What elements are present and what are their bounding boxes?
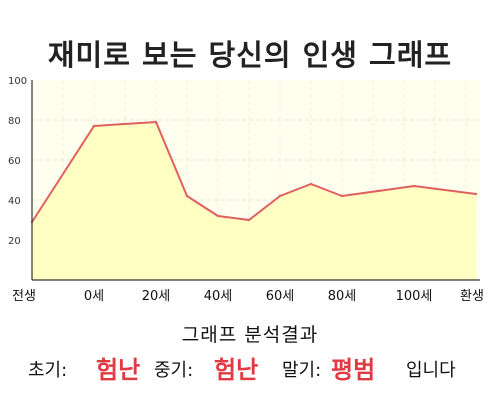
data-point-10 (474, 192, 478, 196)
late-label: 말기: (282, 360, 322, 381)
result-summary: 초기: 험난 중기: 험난 말기: 평범 입니다 (0, 350, 500, 384)
x-tick-label: 20세 (142, 289, 171, 304)
y-tick-label: 20 (8, 236, 21, 247)
y-tick-label: 60 (8, 156, 21, 167)
x-axis-ticks: 전생 0세 20세 40세 60세 80세 100세 환생 (12, 289, 484, 304)
y-tick-label: 100 (8, 76, 27, 87)
x-tick-label: 100세 (396, 289, 433, 304)
x-tick-label: 환생 (460, 289, 484, 304)
x-tick-label: 80세 (328, 289, 357, 304)
late-value: 평범 (331, 356, 376, 384)
early-value: 험난 (96, 356, 141, 384)
early-label: 초기: (28, 360, 68, 381)
middle-label: 중기: (154, 360, 194, 381)
plot-area (30, 80, 480, 281)
data-point-3 (185, 194, 189, 198)
x-tick-label: 전생 (12, 289, 36, 304)
data-point-4 (216, 214, 220, 218)
suffix-text: 입니다 (406, 360, 456, 381)
result-heading: 그래프 분석결과 (181, 324, 319, 346)
series-area (32, 122, 476, 280)
data-point-5 (247, 218, 251, 222)
data-point-2 (154, 120, 158, 124)
data-point-8 (340, 194, 344, 198)
life-chart: 100 80 60 40 20 전생 0세 20세 40세 60세 80세 100세 환생 (8, 76, 484, 304)
y-axis-ticks: 100 80 60 40 20 (8, 76, 27, 247)
y-tick-label: 40 (8, 196, 21, 207)
page-title: 재미로 보는 당신의 인생 그래프 (47, 38, 453, 72)
data-point-6 (278, 194, 282, 198)
middle-value: 험난 (214, 356, 259, 384)
x-tick-label: 60세 (266, 289, 295, 304)
data-point-9 (412, 184, 416, 188)
y-tick-label: 80 (8, 116, 21, 127)
x-tick-label: 0세 (84, 289, 104, 304)
x-tick-label: 40세 (204, 289, 233, 304)
data-point-1 (92, 124, 96, 128)
data-point-7 (309, 182, 313, 186)
